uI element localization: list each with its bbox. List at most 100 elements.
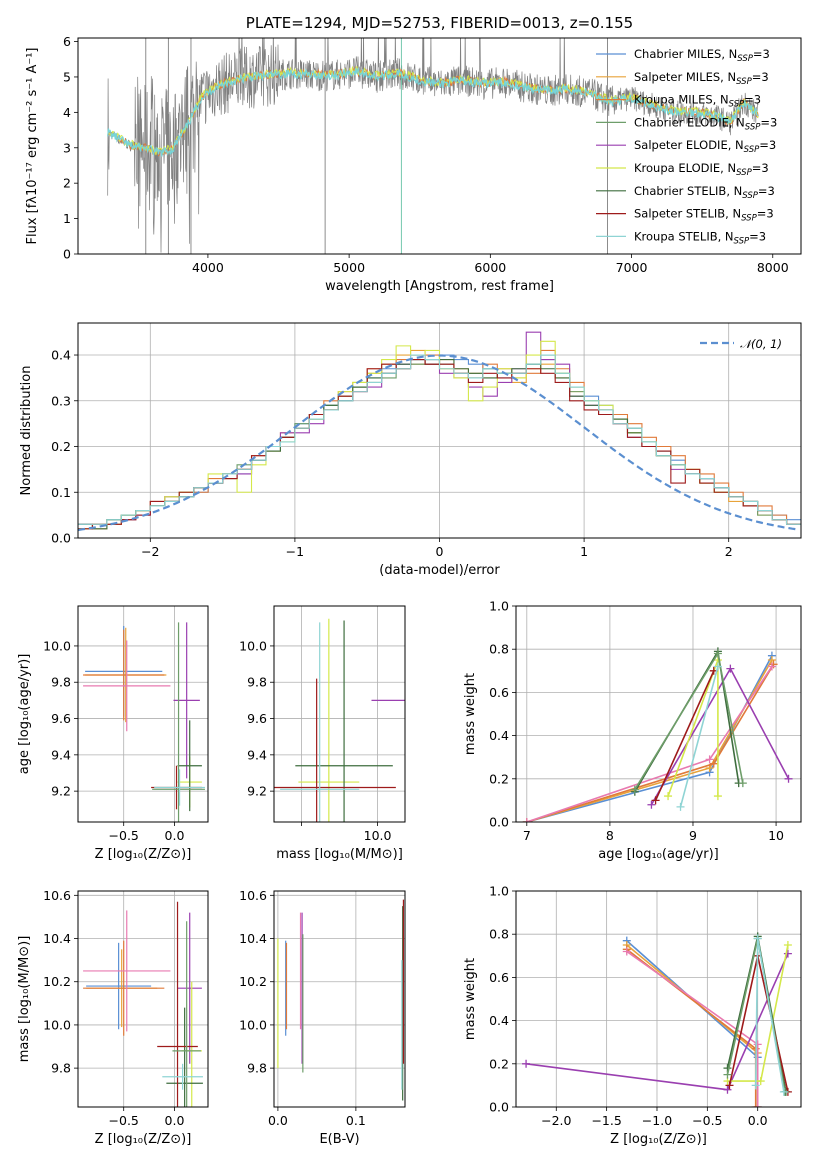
legend-suffix: =3 [758, 184, 775, 198]
mass_vs_ebv-panel: 0.0 0.1 9.8 10.0 10.2 10.4 10.6 E(B-V) [239, 888, 406, 1147]
legend-sub: SSP [729, 100, 745, 110]
x-tick-label: 0.1 [346, 1113, 366, 1128]
y-axis-label: mass weight [463, 673, 478, 755]
x-tick-label: 0.0 [268, 1113, 288, 1128]
y-tick-label: 9.2 [247, 784, 267, 799]
plus-marker [676, 802, 685, 811]
y-tick-label: 0.0 [51, 531, 71, 546]
y-tick-label: 0.2 [489, 771, 509, 786]
plus-marker [713, 649, 722, 658]
line-plot [522, 932, 792, 1107]
plus-marker [753, 1040, 762, 1049]
y-tick-label: 5 [63, 69, 71, 84]
spectrum-panel: PLATE=1294, MJD=52753, FIBERID=0013, z=0… [25, 14, 802, 294]
y-tick-label: 9.6 [51, 711, 71, 726]
legend-entry: Kroupa STELIB, NSSP=3 [634, 229, 766, 246]
y-tick-label: 9.2 [51, 784, 71, 799]
plus-marker [726, 664, 735, 673]
legend-suffix: =3 [753, 47, 770, 61]
y-tick-label: 9.8 [247, 1061, 267, 1076]
y-tick-label: 1 [63, 211, 71, 226]
line-plot [522, 647, 793, 822]
weight-line [654, 670, 715, 801]
x-axis-label: Z [log₁₀(Z/Z⊙)] [95, 847, 192, 862]
plus-marker [647, 800, 656, 809]
plus-marker [630, 785, 639, 794]
y-tick-label: 0.2 [489, 1056, 509, 1071]
errorbar-plot [83, 622, 205, 822]
plus-marker [705, 755, 714, 764]
weight-line [526, 655, 773, 822]
weight-line [526, 663, 775, 822]
y-tick-label: 0.3 [51, 393, 71, 408]
plus-marker [713, 792, 722, 801]
y-tick-label: 0.4 [489, 1013, 509, 1028]
legend-suffix: =3 [749, 229, 766, 243]
x-tick-label: −0.5 [109, 1113, 139, 1128]
x-tick-label: 0.0 [748, 1113, 768, 1128]
y-tick-label: 10.0 [43, 1017, 71, 1032]
y-tick-label: 0.2 [51, 439, 71, 454]
x-tick-label: −1.5 [591, 1113, 621, 1128]
x-tick-label: 1 [580, 544, 588, 559]
normal-curve [78, 354, 799, 532]
y-tick-label: 9.8 [51, 1061, 71, 1076]
x-tick-label: 6000 [474, 260, 506, 275]
legend-suffix: =3 [760, 115, 777, 129]
y-tick-label: 1.0 [489, 599, 509, 614]
plus-marker [784, 774, 793, 783]
legend-suffix: =3 [744, 93, 761, 107]
y-tick-label: 0.1 [51, 485, 71, 500]
plus-marker [723, 1070, 732, 1079]
legend-label: Kroupa MILES, N [634, 93, 729, 107]
x-tick-label: 8 [606, 828, 614, 843]
x-tick-label: 7 [523, 828, 531, 843]
legend-sub: SSP [742, 191, 758, 201]
legend-label: 𝒩(0, 1) [740, 337, 782, 351]
y-tick-label: 0 [63, 247, 71, 262]
residuals-panel: −2 −1 0 1 2 0.0 0.1 0.2 0.3 0.4 (data-model)/error… [19, 322, 802, 578]
plus-marker [767, 662, 776, 671]
plus-marker [753, 934, 762, 943]
y-tick-label: 4 [63, 105, 71, 120]
y-tick-label: 1.0 [489, 884, 509, 899]
plus-marker [756, 1077, 765, 1086]
y-tick-label: 0.8 [489, 927, 509, 942]
x-tick-label: −2 [141, 544, 159, 559]
legend-entry: Kroupa ELODIE, NSSP=3 [634, 161, 769, 178]
y-tick-label: 3 [63, 140, 71, 155]
y-tick-label: 0.4 [489, 728, 509, 743]
legend-sub: SSP [745, 122, 761, 132]
legend-label: Chabrier ELODIE, N [634, 115, 745, 129]
x-tick-label: 7000 [616, 260, 648, 275]
axes-frame [515, 890, 802, 1108]
y-axis-label: mass [log₁₀(M/M⊙)] [17, 936, 32, 1063]
legend-entry: Chabrier STELIB, NSSP=3 [634, 184, 775, 201]
y-tick-label: 0.4 [51, 348, 71, 363]
errorbar-plot [274, 618, 405, 822]
model-kroupa-stelib [107, 67, 759, 157]
legend-sub: SSP [736, 168, 752, 178]
legend-label: Salpeter MILES, N [634, 70, 736, 84]
x-tick-label: −0.5 [692, 1113, 722, 1128]
chart-title: PLATE=1294, MJD=52753, FIBERID=0013, z=0… [246, 14, 633, 32]
plus-marker [751, 1081, 760, 1090]
errorbar-plot [277, 899, 405, 1101]
errorbar-plot [83, 901, 203, 1107]
legend-label: Kroupa STELIB, N [634, 229, 734, 243]
x-tick-label: −1.0 [642, 1113, 672, 1128]
x-tick-label: 5000 [333, 260, 365, 275]
legend-label: Salpeter ELODIE, N [634, 138, 744, 152]
axes-frame [273, 890, 406, 1108]
legend-entry: Kroupa MILES, NSSP=3 [634, 93, 761, 110]
y-tick-label: 0.0 [489, 1100, 509, 1115]
weight-line [679, 666, 719, 808]
x-tick-label: 10.0 [364, 828, 392, 843]
y-tick-label: 10.0 [239, 638, 267, 653]
legend-sub: SSP [736, 77, 752, 87]
y-axis-label: age [log₁₀(age/yr)] [17, 654, 32, 775]
y-tick-label: 10.0 [43, 638, 71, 653]
y-tick-label: 10.6 [43, 888, 71, 903]
x-tick-label: −1 [286, 544, 304, 559]
